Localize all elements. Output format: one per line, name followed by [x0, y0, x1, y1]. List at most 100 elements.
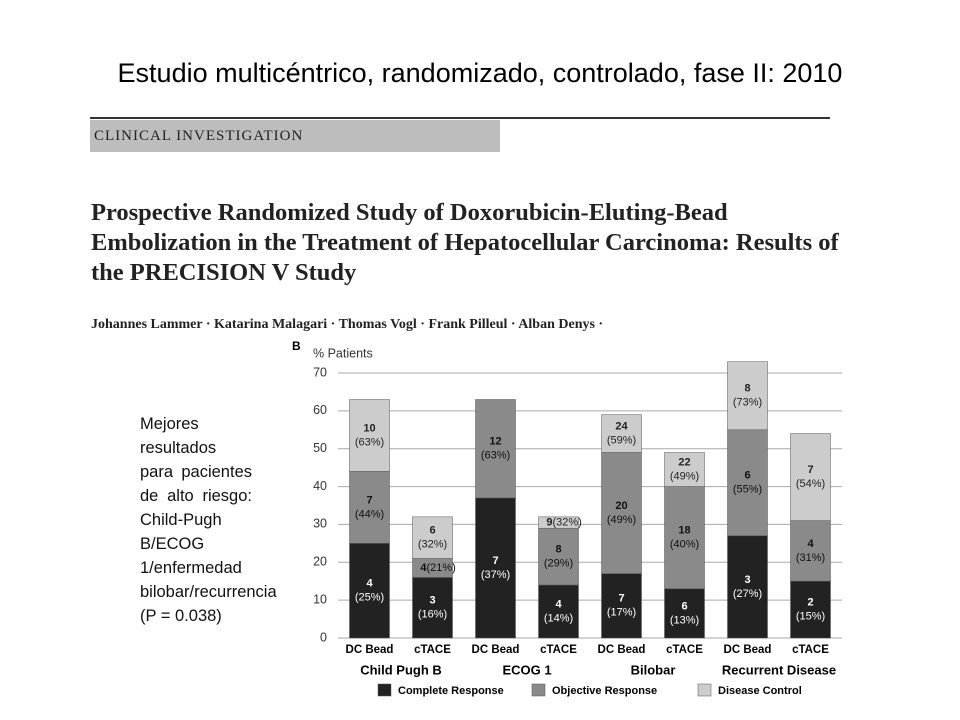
bar-segment — [664, 452, 705, 487]
bar-segment — [349, 471, 390, 544]
percent-label: (21%) — [427, 562, 456, 574]
legend-swatch — [531, 683, 546, 697]
count-label: 7 — [366, 494, 372, 506]
percent-label: (63%) — [481, 450, 510, 462]
y-tick-label: 20 — [313, 555, 327, 569]
count-label: 6 — [429, 525, 435, 537]
legend-swatch — [697, 683, 712, 697]
count-label: 8 — [555, 544, 561, 556]
count-label: 12 — [489, 436, 501, 448]
count-label: 3 — [429, 595, 435, 607]
count-label: 10 — [363, 422, 375, 434]
y-tick-label: 40 — [313, 479, 327, 493]
legend-label: Objective Response — [552, 685, 657, 697]
y-tick-label: 70 — [313, 365, 327, 379]
slide-title: Estudio multicéntrico, randomizado, cont… — [117, 58, 843, 88]
bar-segment — [664, 588, 705, 639]
bar-segment — [475, 399, 516, 499]
y-tick-label: 10 — [313, 592, 327, 606]
y-axis-label: % Patients — [313, 346, 373, 360]
group-label: Bilobar — [631, 662, 676, 677]
bar-segment — [790, 520, 831, 582]
panel-label: B — [292, 339, 301, 353]
bar-segment — [664, 486, 705, 590]
x-tick-label: cTACE — [540, 644, 577, 656]
x-tick-label: cTACE — [666, 644, 703, 656]
count-label: 8 — [744, 383, 750, 395]
paper-authors: Johannes Lammer · Katarina Malagari · Th… — [91, 317, 604, 332]
x-tick-label: DC Bead — [724, 644, 772, 656]
percent-label: (59%) — [607, 434, 636, 446]
count-label: 6 — [681, 600, 687, 612]
percent-label: (14%) — [544, 612, 573, 624]
bar-segment — [412, 516, 453, 559]
percent-label: (49%) — [607, 514, 636, 526]
bar-segment — [601, 573, 642, 639]
count-label: 18 — [678, 525, 690, 537]
count-label: 3 — [744, 574, 750, 586]
count-label: 7 — [807, 464, 813, 476]
bar-segment — [790, 580, 831, 639]
group-label: Child Pugh B — [360, 662, 442, 677]
bar-segment — [349, 399, 390, 472]
percent-label: (17%) — [607, 607, 636, 619]
note: Mejores resultados para pacientes de alt… — [140, 415, 277, 625]
paper-kicker: CLINICAL INVESTIGATION — [90, 120, 500, 152]
percent-label: (27%) — [733, 588, 762, 600]
percent-label: (29%) — [544, 558, 573, 570]
bar-segment — [601, 414, 642, 453]
percent-label: (49%) — [670, 470, 699, 482]
bar-segment — [349, 543, 390, 639]
count-label: 4 — [555, 598, 562, 610]
x-tick-label: DC Bead — [598, 644, 646, 656]
percent-label: (37%) — [481, 569, 510, 581]
percent-label: (55%) — [733, 484, 762, 496]
percent-label: (16%) — [418, 609, 447, 621]
y-tick-label: 50 — [313, 441, 327, 455]
y-tick-label: 30 — [313, 517, 327, 531]
bar-segment — [538, 516, 579, 529]
bar-segment — [538, 527, 579, 586]
count-label: 6 — [744, 470, 750, 482]
count-label: 2 — [807, 597, 813, 609]
count-label: 7 — [492, 555, 498, 567]
percent-label: (40%) — [670, 539, 699, 551]
percent-label: (54%) — [796, 478, 825, 490]
count-label: 20 — [615, 500, 627, 512]
legend-label: Disease Control — [718, 685, 802, 697]
count-label: 4 — [366, 578, 373, 590]
bar-segment — [538, 584, 579, 639]
percent-label: (31%) — [796, 552, 825, 564]
count-label: 22 — [678, 456, 690, 468]
bar-segment — [727, 361, 768, 431]
paper-title: Prospective Randomized Study of Doxorubi… — [91, 199, 839, 286]
count-label: 9 — [546, 516, 552, 528]
group-label: ECOG 1 — [502, 662, 551, 677]
count-label: 7 — [618, 593, 624, 605]
rule — [90, 117, 830, 119]
count-label: 4 — [420, 562, 427, 574]
bar-segment — [727, 535, 768, 639]
x-tick-label: cTACE — [792, 644, 829, 656]
y-tick-label: 60 — [313, 403, 327, 417]
legend-label: Complete Response — [398, 685, 504, 697]
percent-label: (32%) — [553, 516, 582, 528]
group-label: Recurrent Disease — [722, 662, 836, 677]
x-tick-label: DC Bead — [472, 644, 520, 656]
percent-label: (15%) — [796, 611, 825, 623]
bar-segment — [475, 497, 516, 639]
percent-label: (73%) — [733, 397, 762, 409]
count-label: 24 — [615, 420, 628, 432]
count-label: 4 — [807, 538, 814, 550]
bar-segment — [601, 452, 642, 574]
bar-segment — [790, 433, 831, 521]
percent-label: (63%) — [355, 436, 384, 448]
paper-header: CLINICAL INVESTIGATION Prospective Rando… — [88, 112, 839, 337]
percent-label: (13%) — [670, 614, 699, 626]
x-tick-label: cTACE — [414, 644, 451, 656]
x-tick-label: DC Bead — [346, 644, 394, 656]
percent-label: (44%) — [355, 508, 384, 520]
percent-label: (32%) — [418, 539, 447, 551]
